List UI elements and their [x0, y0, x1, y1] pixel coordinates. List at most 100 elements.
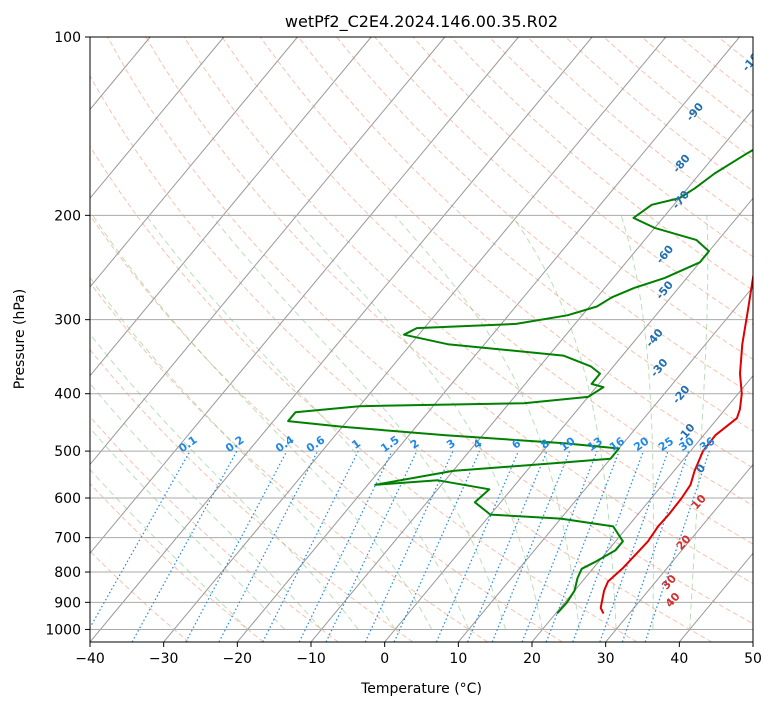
moist-adiabat-label: 20 — [674, 532, 694, 552]
dry-adiabat-line — [259, 37, 753, 469]
mixing-ratio-line — [90, 450, 191, 629]
x-axis-label: Temperature (°C) — [360, 681, 482, 697]
axes: −40 −30 −20 −10 0 10 20 30 40 5010020030040050060… — [45, 30, 762, 667]
x-tick-label: −20 — [223, 651, 253, 667]
mixing-ratio-label: 0.6 — [304, 433, 328, 455]
mixing-ratio-line — [621, 450, 690, 642]
x-tick-label: 10 — [449, 651, 467, 667]
x-tick-label: −30 — [149, 651, 179, 667]
dry-adiabat-line — [145, 37, 753, 584]
moist-adiabat-label: 40 — [663, 590, 683, 610]
mixing-ratio-label: 6 — [510, 436, 524, 451]
mixing-ratio-label: 0.4 — [273, 433, 297, 455]
dry-adiabat-line — [90, 74, 712, 642]
y-tick-label: 1000 — [45, 622, 81, 638]
dry-adiabat-line — [603, 37, 753, 160]
mixing-ratio-label: 8 — [538, 437, 552, 452]
isotherm-line — [605, 463, 753, 642]
moist-adiabat-line — [90, 468, 249, 630]
moist-adiabat-line — [90, 427, 285, 630]
isotherm-line — [457, 286, 753, 642]
dry-adiabat-label: -50 — [653, 278, 676, 302]
dry-adiabat-line — [717, 37, 753, 66]
mixing-ratio-label: 2 — [408, 437, 422, 452]
mixing-ratio-line — [364, 450, 454, 642]
mixing-ratio-line — [521, 450, 598, 642]
mixing-ratio-line — [218, 450, 319, 642]
background-lines — [0, 37, 775, 642]
dry-adiabat-label: -90 — [683, 100, 706, 124]
mixing-ratio-label: 4 — [471, 437, 485, 452]
isotherm-line — [90, 37, 446, 466]
y-tick-label: 900 — [54, 595, 81, 611]
y-axis-label: Pressure (hPa) — [12, 289, 28, 389]
dry-adiabat-line — [90, 281, 488, 642]
dry-adiabat-line — [90, 145, 638, 642]
dry-adiabat-line — [641, 37, 753, 128]
dry-adiabat-line — [90, 482, 264, 642]
dry-adiabat-label: -20 — [670, 383, 693, 407]
y-tick-label: 800 — [54, 565, 81, 581]
isotherm-line — [90, 37, 519, 555]
isotherm-line — [310, 108, 753, 642]
x-tick-label: 30 — [597, 651, 615, 667]
isotherm-line — [752, 641, 753, 642]
x-tick-label: 20 — [523, 651, 541, 667]
mixing-ratio-line — [644, 450, 710, 642]
dry-adiabat-line — [90, 348, 414, 642]
y-tick-label: 400 — [54, 387, 81, 403]
mixing-ratio-label: 1.5 — [378, 433, 401, 455]
x-tick-label: −40 — [75, 651, 105, 667]
dry-adiabat-line — [679, 37, 753, 97]
isotherm-line — [678, 552, 753, 642]
y-tick-label: 200 — [54, 208, 81, 224]
isotherm-line — [236, 37, 740, 642]
y-tick-label: 700 — [54, 531, 81, 547]
mixing-ratio-line — [298, 450, 393, 642]
y-tick-label: 300 — [54, 313, 81, 329]
x-tick-label: 0 — [380, 651, 389, 667]
dry-adiabat-line — [221, 37, 753, 507]
mixing-ratio-label: 0.1 — [176, 433, 199, 455]
profile-lines — [287, 148, 753, 615]
mixing-ratio-line — [599, 450, 669, 642]
y-tick-label: 600 — [54, 491, 81, 507]
x-tick-label: 40 — [670, 651, 688, 667]
y-tick-label: 500 — [54, 444, 81, 460]
isotherm-line — [384, 197, 753, 642]
moist-adiabat-label: 30 — [659, 572, 679, 592]
isotherm-line — [0, 37, 3, 642]
mixing-ratio-line — [262, 450, 359, 642]
x-tick-label: −10 — [296, 651, 326, 667]
mixing-ratio-label: 3 — [444, 437, 458, 452]
y-tick-label: 100 — [54, 30, 81, 46]
dry-adiabat-line — [107, 37, 753, 625]
moist-adiabat-line — [689, 215, 709, 630]
moist-adiabat-label: 10 — [689, 492, 709, 512]
dry-adiabat-line — [756, 37, 775, 642]
temperature-profile-line — [599, 272, 753, 614]
dry-adiabat-line — [374, 37, 753, 361]
dry-adiabat-line — [183, 37, 753, 545]
dry-adiabat-line — [412, 37, 753, 326]
isotherm-line — [90, 37, 372, 377]
dry-adiabat-label: 0 — [693, 461, 708, 475]
isotherm-line — [531, 374, 753, 642]
x-tick-label: 50 — [744, 651, 762, 667]
dry-adiabat-label: -60 — [653, 243, 676, 267]
dry-adiabat-line — [90, 214, 563, 642]
dry-adiabat-label: -80 — [670, 152, 693, 176]
mixing-ratio-line — [572, 450, 644, 642]
moist-adiabat-line — [211, 214, 507, 630]
chart-title: wetPf2_C2E4.2024.146.00.35.R02 — [285, 12, 558, 32]
moist-adiabat-line — [90, 382, 322, 630]
mixing-ratio-line — [185, 450, 288, 642]
isotherm-line — [163, 37, 667, 642]
mixing-ratio-line — [466, 450, 548, 642]
moist-adiabat-line — [90, 276, 396, 630]
moist-adiabat-line — [620, 215, 654, 630]
moist-adiabat-line — [90, 333, 359, 630]
dewpoint-profile-line — [287, 148, 753, 615]
